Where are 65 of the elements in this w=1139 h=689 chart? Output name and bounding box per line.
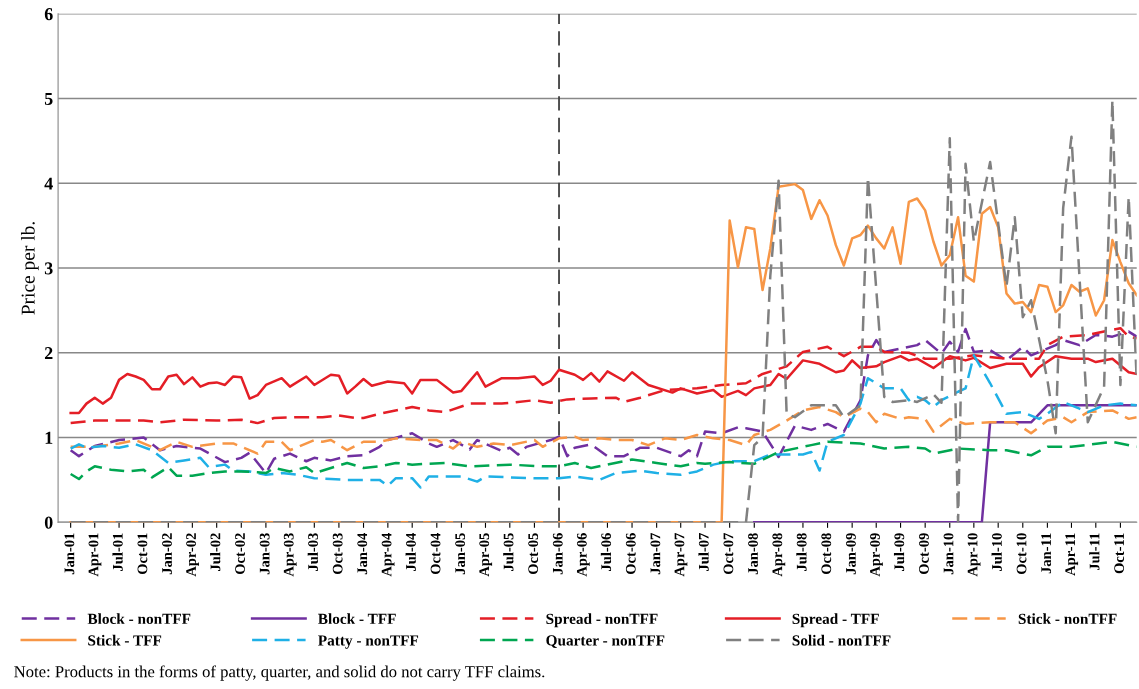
x-tick-label: Jul-09 bbox=[893, 533, 905, 571]
x-tick-label: Jul-05 bbox=[503, 533, 514, 571]
x-tick-label: Jan-10 bbox=[943, 533, 954, 575]
x-tick-label: Jan-03 bbox=[259, 533, 270, 575]
x-tick-label: Apr-08 bbox=[772, 533, 786, 577]
x-tick-label: Jan-08 bbox=[748, 533, 758, 575]
x-tick-label: Oct-01 bbox=[137, 533, 148, 575]
x-tick-label: Jul-06 bbox=[600, 533, 612, 571]
legend-label: Block - TFF bbox=[318, 613, 396, 625]
x-tick-label: Apr-05 bbox=[479, 533, 493, 577]
x-tick-label: Jan-02 bbox=[162, 533, 172, 575]
x-tick-label: Jan-04 bbox=[357, 532, 368, 575]
x-tick-label: Apr-10 bbox=[967, 533, 981, 577]
x-tick-label: Oct-07 bbox=[723, 533, 734, 575]
x-tick-label: Jan-07 bbox=[650, 533, 661, 575]
x-tick-label: Apr-11 bbox=[1065, 533, 1079, 576]
y-axis-title: Price per lb. bbox=[21, 222, 39, 315]
x-tick-label: Apr-01 bbox=[88, 533, 102, 577]
legend-label: Quarter - nonTFF bbox=[546, 635, 665, 648]
x-tick-label: Jul-03 bbox=[307, 533, 318, 571]
x-tick-label: Oct-06 bbox=[625, 533, 636, 575]
x-tick-label: Jan-09 bbox=[845, 533, 856, 575]
x-tick-label: Jul-10 bbox=[991, 533, 1002, 571]
x-tick-label: Jan-01 bbox=[64, 533, 75, 575]
x-tick-label: Jul-02 bbox=[210, 533, 221, 571]
y-tick-label: 4 bbox=[44, 177, 53, 190]
x-tick-label: Oct-10 bbox=[1016, 533, 1027, 575]
y-tick-label: 1 bbox=[45, 431, 53, 444]
x-tick-label: Oct-11 bbox=[1114, 533, 1125, 574]
x-tick-label: Oct-09 bbox=[918, 533, 929, 575]
x-tick-label: Jul-04 bbox=[405, 532, 416, 571]
legend-label: Stick - TFF bbox=[88, 634, 162, 646]
x-tick-label: Jan-05 bbox=[455, 533, 466, 575]
text: Note: Products in the forms of patty, quarter, and solid do not carry TFF claims. bbox=[14, 665, 545, 681]
x-tick-label: Jul-07 bbox=[698, 533, 709, 571]
x-tick-label: Oct-08 bbox=[821, 533, 832, 575]
legend-label: Solid - nonTFF bbox=[792, 634, 891, 646]
y-tick-label: 3 bbox=[44, 262, 53, 275]
line-series bbox=[69, 405, 1137, 455]
x-tick-label: Oct-05 bbox=[528, 533, 539, 575]
y-tick-label: 5 bbox=[44, 92, 53, 105]
line-series bbox=[69, 326, 1137, 425]
x-tick-label: Apr-04 bbox=[381, 532, 395, 577]
legend-label: Block - nonTFF bbox=[87, 613, 191, 625]
legend-label: Spread - nonTFF bbox=[546, 613, 658, 628]
x-tick-label: Jan-06 bbox=[552, 533, 563, 575]
x-tick-label: Jul-08 bbox=[796, 533, 807, 571]
legend-label: Stick - nonTFF bbox=[1018, 613, 1117, 625]
x-tick-label: Jul-01 bbox=[112, 533, 123, 571]
x-tick-label: Oct-03 bbox=[332, 533, 343, 575]
x-tick-label: Apr-09 bbox=[870, 533, 883, 577]
y-tick-label: 6 bbox=[44, 8, 53, 21]
x-tick-label: Apr-07 bbox=[674, 533, 688, 577]
y-tick-label: 0 bbox=[44, 516, 53, 529]
x-tick-label: Apr-06 bbox=[576, 533, 590, 577]
x-tick-label: Apr-02 bbox=[186, 533, 199, 577]
x-tick-label: Apr-03 bbox=[283, 533, 297, 577]
legend-label: Spread - TFF bbox=[792, 613, 879, 628]
line-series bbox=[69, 354, 1137, 489]
x-tick-label: Jul-11 bbox=[1089, 533, 1100, 571]
x-tick-label: Oct-04 bbox=[430, 532, 441, 575]
legend-label: Patty - nonTFF bbox=[318, 635, 419, 649]
x-tick-label: Oct-02 bbox=[235, 533, 245, 575]
x-tick-label: Jan-11 bbox=[1041, 533, 1052, 574]
y-tick-label: 2 bbox=[44, 347, 53, 360]
